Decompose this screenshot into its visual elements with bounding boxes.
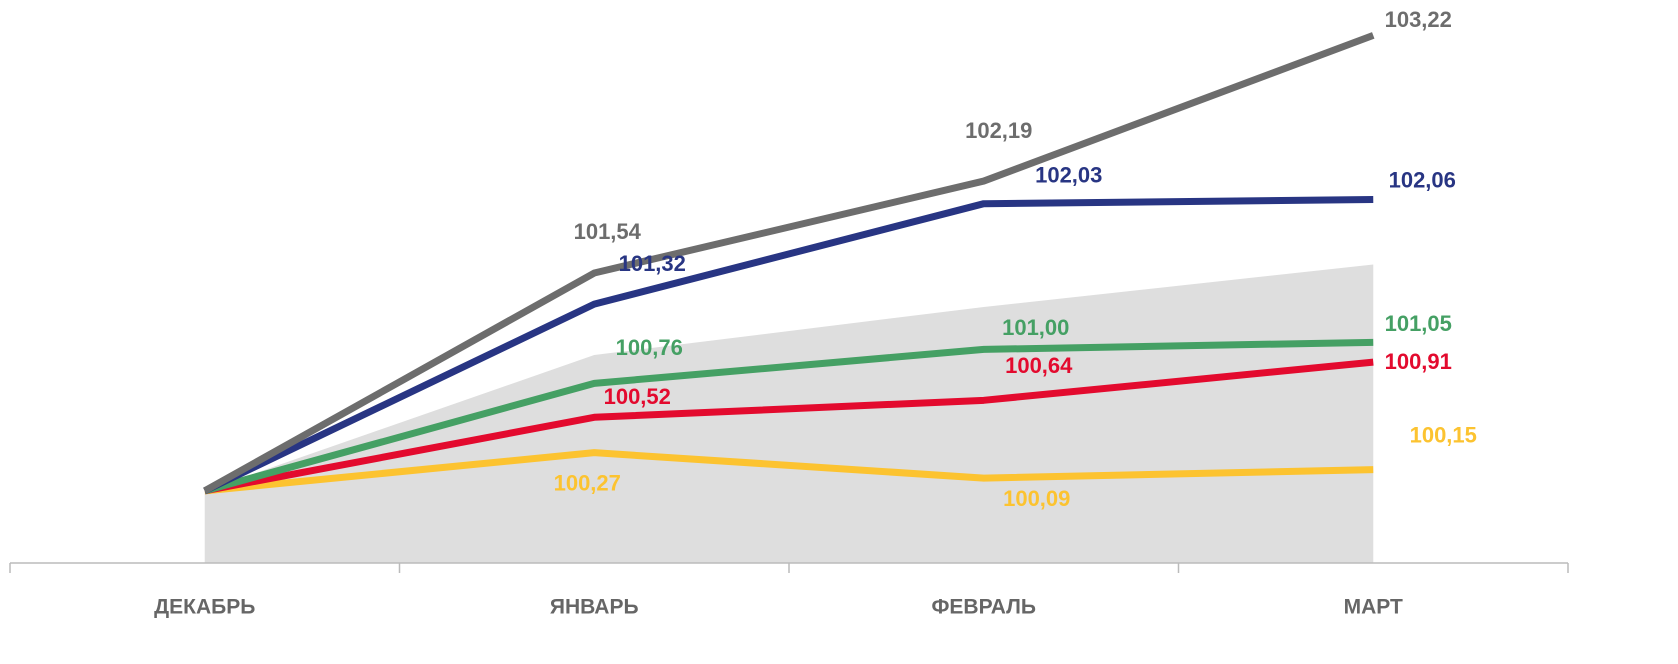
data-label: 100,27: [554, 470, 621, 495]
data-label: 100,15: [1410, 422, 1477, 447]
x-tick-label: МАРТ: [1344, 596, 1403, 619]
series-line: [204, 358, 1374, 495]
x-tick-label: ЯНВАРЬ: [550, 596, 639, 619]
data-label: 103,22: [1385, 7, 1452, 32]
series-line: [203, 32, 1375, 494]
data-label: 102,06: [1389, 167, 1456, 192]
x-tick-label: ФЕВРАЛЬ: [931, 596, 1036, 619]
series-line: [203, 195, 1374, 495]
x-tick-label: ДЕКАБРЬ: [154, 596, 255, 619]
data-label: 101,54: [574, 219, 642, 244]
data-label: 100,52: [604, 384, 671, 409]
data-label: 100,91: [1385, 349, 1452, 374]
data-label: 101,05: [1385, 311, 1452, 336]
data-label: 100,64: [1005, 353, 1073, 378]
data-label: 100,76: [616, 335, 683, 360]
data-label: 101,00: [1002, 315, 1069, 340]
data-label: 100,09: [1003, 486, 1070, 511]
series-line: [204, 449, 1374, 495]
series-line: [203, 338, 1374, 495]
data-label: 101,32: [619, 251, 686, 276]
data-label: 102,03: [1035, 163, 1102, 188]
band-area: [204, 264, 1374, 563]
data-label: 102,19: [965, 118, 1032, 143]
